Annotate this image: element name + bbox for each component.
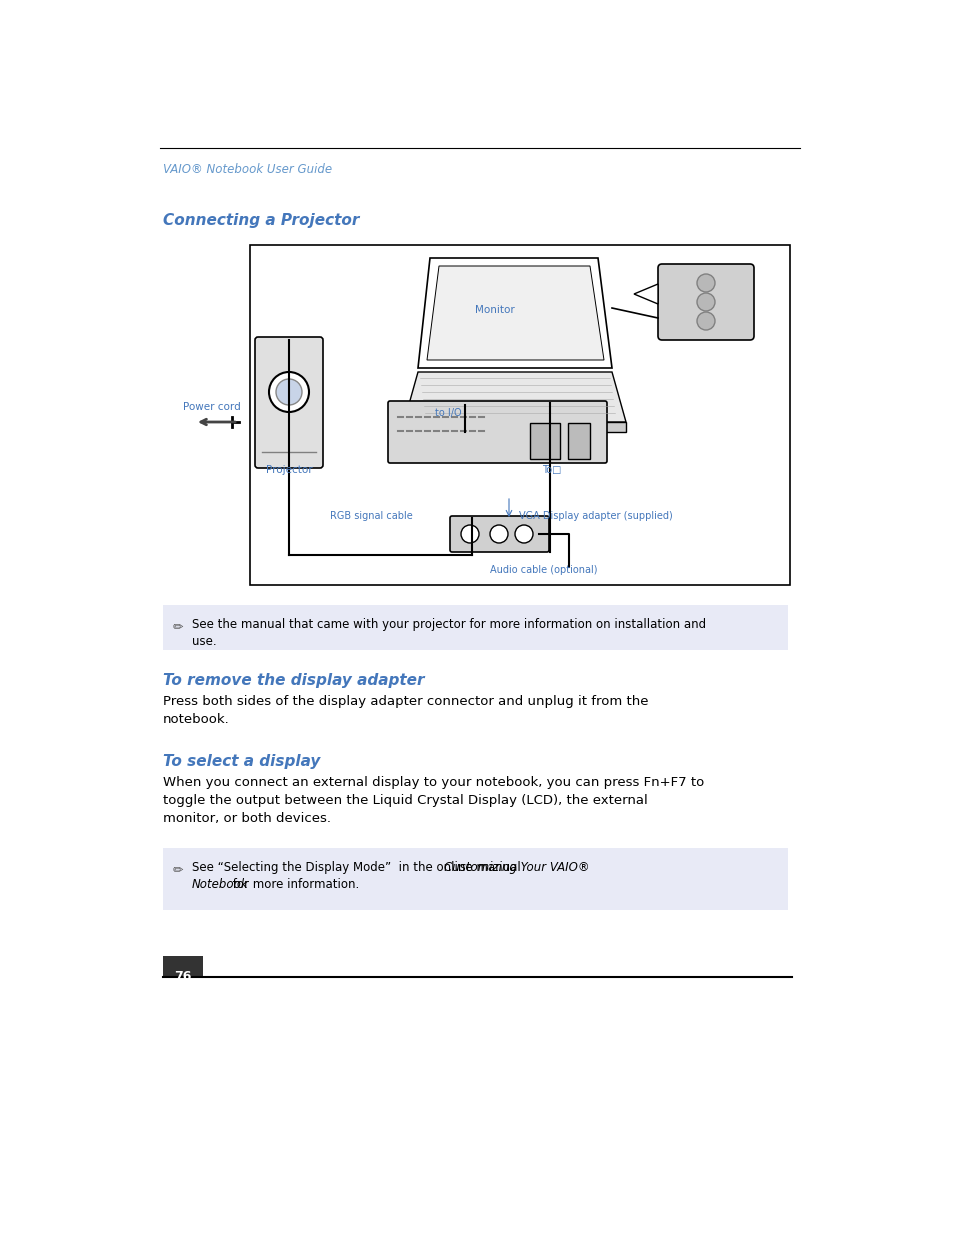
Polygon shape	[634, 284, 658, 304]
Text: Monitor: Monitor	[475, 305, 515, 315]
Text: use.: use.	[192, 635, 216, 648]
Polygon shape	[403, 422, 625, 432]
Circle shape	[490, 525, 507, 543]
FancyBboxPatch shape	[658, 264, 753, 340]
FancyBboxPatch shape	[163, 605, 787, 650]
Text: VAIO® Notebook User Guide: VAIO® Notebook User Guide	[163, 163, 332, 177]
Polygon shape	[427, 266, 603, 359]
Text: See “Selecting the Display Mode”  in the online manual: See “Selecting the Display Mode” in the …	[192, 861, 524, 874]
Text: toggle the output between the Liquid Crystal Display (LCD), the external: toggle the output between the Liquid Cry…	[163, 794, 647, 806]
FancyBboxPatch shape	[250, 245, 789, 585]
Text: notebook.: notebook.	[163, 713, 230, 726]
Bar	[530, 424, 559, 459]
Circle shape	[697, 293, 714, 311]
Circle shape	[697, 274, 714, 291]
Text: Notebook: Notebook	[192, 878, 249, 890]
Circle shape	[697, 312, 714, 330]
Text: Power cord: Power cord	[183, 403, 240, 412]
Circle shape	[275, 379, 302, 405]
FancyBboxPatch shape	[163, 848, 787, 910]
Text: Audio cable (optional): Audio cable (optional)	[490, 564, 597, 576]
Text: 76: 76	[174, 969, 192, 983]
Text: monitor, or both devices.: monitor, or both devices.	[163, 811, 331, 825]
Text: To remove the display adapter: To remove the display adapter	[163, 673, 424, 688]
Text: When you connect an external display to your notebook, you can press Fn+F7 to: When you connect an external display to …	[163, 776, 703, 789]
Circle shape	[460, 525, 478, 543]
Text: Projector: Projector	[265, 466, 312, 475]
Polygon shape	[403, 372, 625, 422]
FancyBboxPatch shape	[388, 401, 606, 463]
Text: to I/O: to I/O	[435, 408, 461, 417]
Text: To select a display: To select a display	[163, 755, 320, 769]
Text: Connecting a Projector: Connecting a Projector	[163, 212, 359, 228]
Text: ✏: ✏	[172, 621, 183, 634]
FancyBboxPatch shape	[254, 337, 323, 468]
Bar	[567, 424, 589, 459]
Text: VGA Display adapter (supplied): VGA Display adapter (supplied)	[518, 511, 672, 521]
Text: for more information.: for more information.	[229, 878, 358, 890]
Polygon shape	[417, 258, 612, 368]
Circle shape	[269, 372, 309, 412]
Text: Customizing Your VAIO®: Customizing Your VAIO®	[443, 861, 589, 874]
Text: Press both sides of the display adapter connector and unplug it from the: Press both sides of the display adapter …	[163, 695, 648, 708]
Circle shape	[515, 525, 533, 543]
Text: RGB signal cable: RGB signal cable	[330, 511, 413, 521]
Bar	[163, 956, 203, 976]
FancyBboxPatch shape	[450, 516, 548, 552]
Text: See the manual that came with your projector for more information on installatio: See the manual that came with your proje…	[192, 618, 705, 631]
Text: ✏: ✏	[172, 864, 183, 877]
Text: To□: To□	[541, 466, 561, 475]
